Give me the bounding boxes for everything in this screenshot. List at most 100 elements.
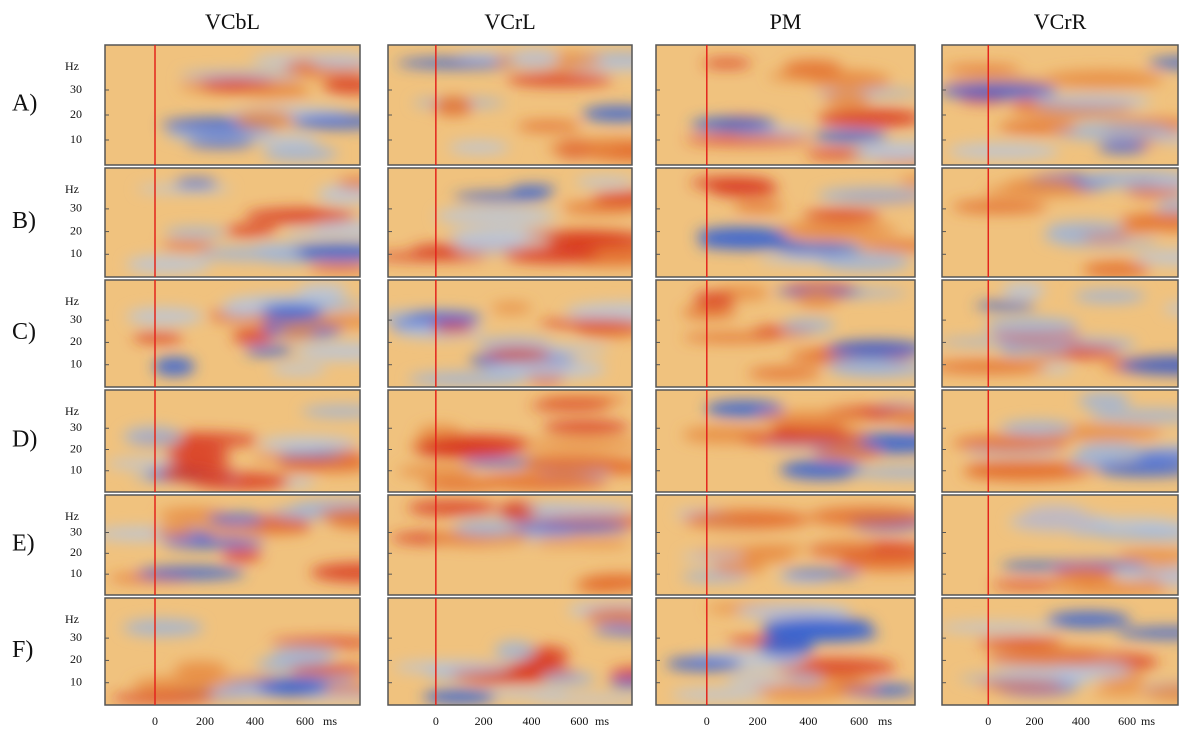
blob xyxy=(1097,529,1178,540)
blobs xyxy=(951,169,1178,277)
blob xyxy=(514,658,566,675)
blob xyxy=(158,462,236,483)
blobs xyxy=(665,602,915,701)
panel-border xyxy=(655,44,916,166)
spectrogram xyxy=(105,168,360,277)
blob xyxy=(178,70,301,80)
blob xyxy=(1149,132,1178,144)
blob xyxy=(608,678,632,688)
blobs xyxy=(390,500,632,594)
blob xyxy=(498,501,540,522)
blob xyxy=(480,472,609,492)
x-tick-label: 0 xyxy=(704,714,710,728)
row-label: D) xyxy=(12,427,37,453)
y-tick-label: 10 xyxy=(70,566,82,580)
blob xyxy=(823,91,871,109)
panel-border xyxy=(104,389,361,493)
blob xyxy=(219,301,266,318)
blob xyxy=(1052,122,1173,141)
blobs xyxy=(105,499,360,583)
x-tick-label: 600 xyxy=(850,714,868,728)
blob xyxy=(983,185,1093,198)
blob xyxy=(262,145,338,162)
blob xyxy=(772,658,898,676)
column-title: PM xyxy=(770,9,802,34)
blob xyxy=(310,562,360,583)
blobs xyxy=(396,48,632,162)
row-label: B) xyxy=(12,208,36,234)
y-tick-label: 10 xyxy=(70,463,82,477)
blob xyxy=(952,434,1070,452)
blob xyxy=(1148,57,1178,69)
blob xyxy=(270,363,327,376)
spectrogram xyxy=(388,598,632,705)
blobs xyxy=(160,53,360,162)
blob xyxy=(1092,687,1149,697)
blob xyxy=(308,262,360,274)
column-title: VCrL xyxy=(484,9,535,34)
blob xyxy=(234,110,296,129)
panel-border xyxy=(387,279,633,388)
blob xyxy=(126,255,212,274)
blob xyxy=(430,529,532,547)
blob xyxy=(448,141,510,154)
blobs xyxy=(393,601,632,705)
spectrogram xyxy=(388,280,632,387)
blob xyxy=(1056,581,1171,595)
blob xyxy=(422,689,497,705)
panel-border xyxy=(387,597,633,706)
blob xyxy=(431,321,476,333)
spectrogram xyxy=(105,390,360,492)
spectrogram xyxy=(942,495,1178,595)
blob xyxy=(741,544,809,554)
blob xyxy=(520,439,632,451)
spectrogram xyxy=(942,168,1178,277)
spectrogram xyxy=(942,280,1178,387)
blob xyxy=(454,235,524,255)
spectrogram xyxy=(656,390,915,492)
blob xyxy=(310,53,360,69)
blobs xyxy=(107,405,360,491)
blob xyxy=(484,359,607,379)
blobs xyxy=(682,280,915,380)
blob xyxy=(670,688,766,701)
blob xyxy=(259,436,358,453)
spectrogram xyxy=(656,495,915,595)
blob xyxy=(506,72,614,87)
blob xyxy=(690,176,773,190)
x-unit: ms xyxy=(1141,714,1155,728)
blob xyxy=(503,245,600,264)
blob xyxy=(164,227,227,238)
blob xyxy=(244,208,357,225)
blob xyxy=(805,149,864,160)
blob xyxy=(944,64,1021,73)
blob xyxy=(285,229,335,239)
blob xyxy=(524,504,632,515)
x-tick-label: 400 xyxy=(1072,714,1090,728)
blobs xyxy=(682,400,915,480)
row-label: F) xyxy=(12,637,33,663)
blob xyxy=(481,689,569,698)
blob xyxy=(261,304,324,321)
y-unit: Hz xyxy=(65,294,79,308)
blob xyxy=(396,57,526,69)
blob xyxy=(294,342,360,361)
blob xyxy=(174,178,219,188)
blob xyxy=(582,105,632,122)
blob xyxy=(1053,566,1116,582)
y-tick-label: 10 xyxy=(70,246,82,260)
blob xyxy=(565,302,632,322)
blob xyxy=(529,401,611,411)
blob xyxy=(257,677,329,697)
blob xyxy=(1008,512,1113,532)
blob xyxy=(494,641,536,660)
blob xyxy=(1000,561,1066,571)
y-tick-label: 30 xyxy=(70,312,82,326)
blob xyxy=(452,192,551,202)
blob xyxy=(818,251,911,272)
panel-border xyxy=(387,44,633,166)
blob xyxy=(122,619,204,637)
blob xyxy=(510,184,557,194)
y-tick-label: 20 xyxy=(70,107,82,121)
x-tick-label: 600 xyxy=(296,714,314,728)
